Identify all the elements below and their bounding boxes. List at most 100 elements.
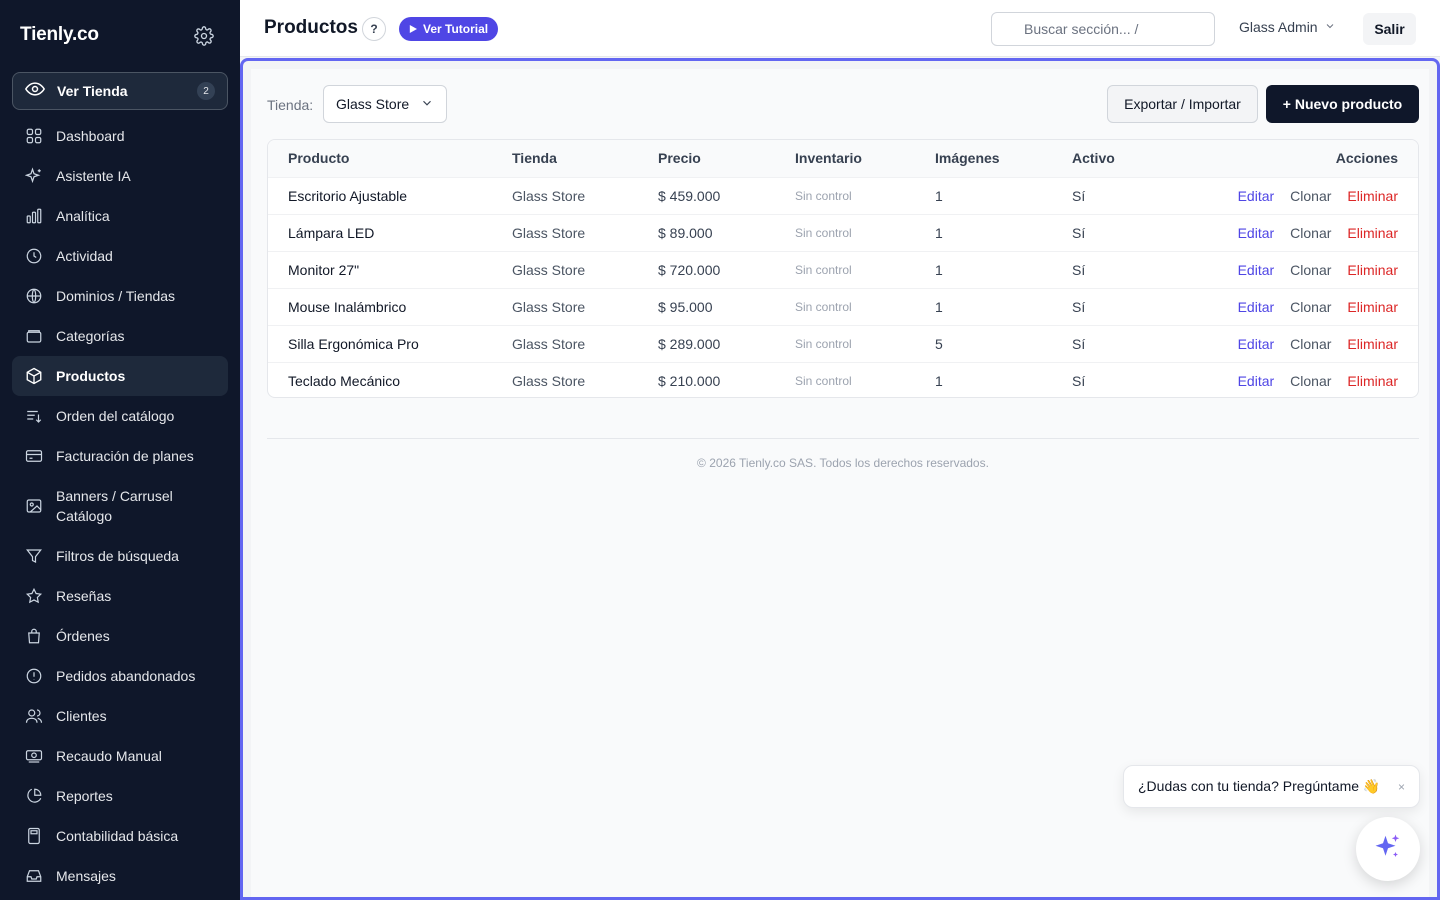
delete-link[interactable]: Eliminar bbox=[1347, 261, 1398, 278]
export-import-button[interactable]: Exportar / Importar bbox=[1107, 85, 1258, 123]
credit-card-icon bbox=[24, 446, 44, 466]
sidebar-item-ordenes[interactable]: Órdenes bbox=[12, 616, 228, 656]
ai-assistant-button[interactable] bbox=[1356, 817, 1420, 881]
product-price: $ 95.000 bbox=[658, 298, 713, 315]
clone-link[interactable]: Clonar bbox=[1290, 224, 1332, 241]
sidebar-item-label: Actividad bbox=[56, 248, 113, 264]
chat-prompt-bubble[interactable]: ¿Dudas con tu tienda? Pregúntame 👋 × bbox=[1123, 765, 1420, 808]
product-active: Sí bbox=[1072, 372, 1086, 389]
sidebar-item-analitica[interactable]: Analítica bbox=[12, 196, 228, 236]
edit-link[interactable]: Editar bbox=[1237, 261, 1275, 278]
sidebar-item-contabilidad[interactable]: Contabilidad básica bbox=[12, 816, 228, 856]
column-header[interactable]: Precio bbox=[658, 150, 701, 167]
product-store: Glass Store bbox=[512, 335, 586, 352]
sidebar-item-banners[interactable]: Banners / Carrusel Catálogo bbox=[12, 476, 228, 536]
sidebar-item-reportes[interactable]: Reportes bbox=[12, 776, 228, 816]
filter-icon bbox=[24, 546, 44, 566]
product-price: $ 210.000 bbox=[658, 372, 721, 389]
cash-icon bbox=[24, 746, 44, 766]
product-price: $ 459.000 bbox=[658, 187, 721, 204]
brand-logo[interactable]: Tienly.co bbox=[20, 24, 99, 45]
sidebar-item-productos[interactable]: Productos bbox=[12, 356, 228, 396]
delete-link[interactable]: Eliminar bbox=[1347, 224, 1398, 241]
table-row: Teclado Mecánico Glass Store $ 210.000 S… bbox=[268, 362, 1418, 397]
sidebar-item-filtros[interactable]: Filtros de búsqueda bbox=[12, 536, 228, 576]
sidebar-item-label: Mensajes bbox=[56, 868, 116, 884]
sidebar-item-label: Pedidos abandonados bbox=[56, 668, 196, 684]
calculator-icon bbox=[24, 826, 44, 846]
edit-link[interactable]: Editar bbox=[1237, 187, 1275, 204]
delete-link[interactable]: Eliminar bbox=[1347, 298, 1398, 315]
star-icon bbox=[24, 586, 44, 606]
table-header-row: Producto Tienda Precio Inventario Imágen… bbox=[268, 140, 1418, 177]
sidebar-item-asistente-ia[interactable]: Asistente IA bbox=[12, 156, 228, 196]
table-row: Escritorio Ajustable Glass Store $ 459.0… bbox=[268, 177, 1418, 214]
column-header[interactable]: Tienda bbox=[512, 150, 557, 167]
column-header[interactable]: Producto bbox=[288, 150, 350, 167]
sidebar-item-pedidos-abandonados[interactable]: Pedidos abandonados bbox=[12, 656, 228, 696]
products-panel: Tienda: Glass Store Exportar / Importar … bbox=[251, 69, 1429, 897]
sidebar-item-dominios[interactable]: Dominios / Tiendas bbox=[12, 276, 228, 316]
sidebar-item-actividad[interactable]: Actividad bbox=[12, 236, 228, 276]
column-header[interactable]: Imágenes bbox=[935, 150, 1000, 167]
clone-link[interactable]: Clonar bbox=[1290, 298, 1332, 315]
edit-link[interactable]: Editar bbox=[1237, 372, 1275, 389]
edit-link[interactable]: Editar bbox=[1237, 335, 1275, 352]
sidebar-item-recaudo-manual[interactable]: Recaudo Manual bbox=[12, 736, 228, 776]
column-header[interactable]: Inventario bbox=[795, 150, 862, 167]
product-price: $ 289.000 bbox=[658, 335, 721, 352]
sidebar-item-label: Productos bbox=[56, 368, 126, 384]
delete-link[interactable]: Eliminar bbox=[1347, 335, 1398, 352]
chat-prompt-text: ¿Dudas con tu tienda? Pregúntame 👋 bbox=[1138, 778, 1381, 794]
gear-icon[interactable] bbox=[194, 26, 214, 46]
sidebar-item-categorias[interactable]: Categorías bbox=[12, 316, 228, 356]
bar-chart-icon bbox=[24, 206, 44, 226]
image-icon bbox=[24, 496, 44, 516]
shopping-bag-icon bbox=[24, 626, 44, 646]
edit-link[interactable]: Editar bbox=[1237, 224, 1275, 241]
delete-link[interactable]: Eliminar bbox=[1347, 187, 1398, 204]
product-images: 5 bbox=[935, 335, 943, 352]
sidebar-item-label: Analítica bbox=[56, 208, 110, 224]
product-name: Monitor 27" bbox=[288, 261, 360, 278]
product-inventory: Sin control bbox=[795, 336, 852, 351]
chevron-down-icon bbox=[420, 96, 434, 113]
edit-link[interactable]: Editar bbox=[1237, 298, 1275, 315]
close-icon[interactable]: × bbox=[1397, 779, 1405, 794]
logout-button[interactable]: Salir bbox=[1363, 13, 1416, 45]
page-title: Productos bbox=[264, 17, 358, 38]
dashboard-icon bbox=[24, 126, 44, 146]
sidebar-item-label: Asistente IA bbox=[56, 168, 131, 184]
sidebar-item-facturacion[interactable]: Facturación de planes bbox=[12, 436, 228, 476]
column-header[interactable]: Activo bbox=[1072, 150, 1115, 167]
sidebar-item-resenas[interactable]: Reseñas bbox=[12, 576, 228, 616]
store-select[interactable]: Glass Store bbox=[323, 85, 447, 123]
clone-link[interactable]: Clonar bbox=[1290, 261, 1332, 278]
sidebar-item-label: Filtros de búsqueda bbox=[56, 548, 179, 564]
sidebar: Tienly.co Ver Tienda 2 Dashboard Asisten… bbox=[0, 0, 240, 900]
delete-link[interactable]: Eliminar bbox=[1347, 372, 1398, 389]
user-menu[interactable]: Glass Admin bbox=[1239, 19, 1336, 35]
ver-tienda-label: Ver Tienda bbox=[57, 83, 128, 99]
clone-link[interactable]: Clonar bbox=[1290, 335, 1332, 352]
sidebar-item-mensajes[interactable]: Mensajes bbox=[12, 856, 228, 896]
row-actions: Editar Clonar Eliminar bbox=[1172, 214, 1418, 251]
sidebar-item-label: Orden del catálogo bbox=[56, 408, 175, 424]
clone-link[interactable]: Clonar bbox=[1290, 372, 1332, 389]
sidebar-item-dashboard[interactable]: Dashboard bbox=[12, 116, 228, 156]
sidebar-item-label: Órdenes bbox=[56, 628, 110, 644]
clone-link[interactable]: Clonar bbox=[1290, 187, 1332, 204]
product-store: Glass Store bbox=[512, 261, 586, 278]
product-inventory: Sin control bbox=[795, 225, 852, 240]
sidebar-item-clientes[interactable]: Clientes bbox=[12, 696, 228, 736]
product-name: Silla Ergonómica Pro bbox=[288, 335, 419, 352]
new-product-button[interactable]: + Nuevo producto bbox=[1266, 85, 1419, 123]
ver-tutorial-button[interactable]: Ver Tutorial bbox=[399, 17, 499, 41]
sidebar-item-orden-catalogo[interactable]: Orden del catálogo bbox=[12, 396, 228, 436]
sidebar-item-label: Reportes bbox=[56, 788, 113, 804]
help-button[interactable]: ? bbox=[362, 17, 386, 41]
search-input[interactable]: Buscar sección... / bbox=[991, 12, 1215, 46]
product-inventory: Sin control bbox=[795, 262, 852, 277]
sparkles-icon bbox=[1373, 832, 1403, 867]
ver-tienda-button[interactable]: Ver Tienda 2 bbox=[12, 72, 228, 110]
